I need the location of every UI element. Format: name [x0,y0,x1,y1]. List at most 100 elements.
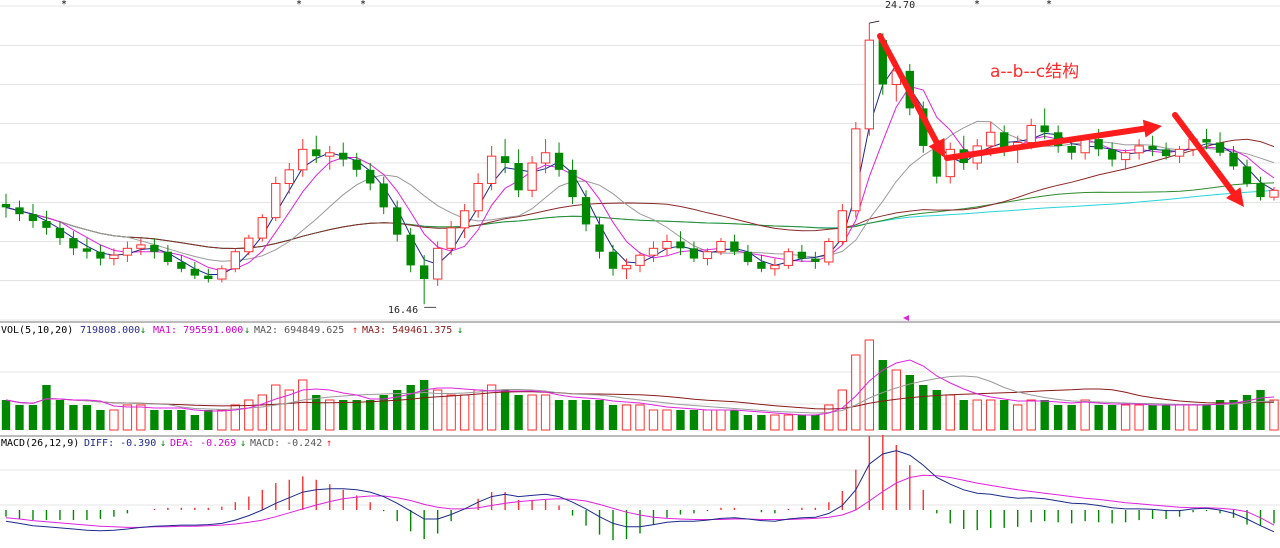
arrow-shaft [1172,112,1240,201]
volume-bar-down [608,405,618,430]
volume-bar-up [851,354,861,431]
candle-body-up [635,254,645,266]
volume-bar-down [204,410,213,430]
candlestick [15,200,24,222]
cursor-marker [903,315,909,321]
volume-bar-up [662,409,672,431]
candle-body-up [325,152,335,157]
volume-bar-up [109,409,119,431]
candle-body-up [716,241,726,253]
macd-dea-line [5,474,1275,528]
candlestick [1067,139,1076,160]
candlestick [662,234,672,256]
volume-bar-down [1242,395,1252,430]
structure-annotation: a--b--c结构 [990,62,1079,82]
volume-bar-up [136,404,146,431]
grid-lines: ↓ ↓ ↑ ↓ ↓ ↓ ↑ [0,5,1280,506]
ma-line-gray [5,120,1275,262]
candle-body-down [1229,152,1238,167]
candlestick [96,244,105,266]
volume-bar-down [811,415,820,430]
candlestick [109,248,119,266]
volume-bar-down [500,390,510,430]
trend-up-icon: ↑ [326,438,332,449]
volume-bar-up [527,394,537,431]
candle-body-down [689,248,699,259]
volume-bar-down [419,380,429,430]
volume-bar-down [554,400,564,430]
candlestick [28,203,38,228]
arrow-shaft [944,124,1154,161]
volume-bar-down [366,400,375,430]
candle-body-down [339,152,348,160]
candle-body-down [1202,139,1211,143]
candle-body-down [514,163,523,191]
volume-bar-up [432,389,443,431]
candle-body-down [608,251,618,269]
volume-bar-down [339,400,348,430]
volume-bar-up [648,409,659,431]
volume-bar-up [1188,404,1198,431]
candle-body-up [230,251,241,270]
volume-bar-down [69,405,78,430]
candlestick [312,135,321,163]
candle-body-down [55,227,65,239]
candle-body-up [702,251,713,260]
volume-bar-down [1256,390,1265,430]
candle-body-down [28,214,38,222]
macd-title: MACD(26,12,9) [1,438,79,449]
top-star-marker: * [974,0,980,10]
volume-bar-up [486,384,497,431]
volume-title: VOL(5,10,20) [1,325,73,336]
candle-body-up [824,241,834,263]
volume-bar-down [568,400,577,430]
volume-bar-up [864,339,875,431]
candle-body-down [1215,142,1225,153]
candle-body-down [82,248,92,252]
candle-body-down [878,40,887,85]
candlestick [1,193,11,218]
candlestick [676,231,685,256]
candle-body-down [419,265,429,280]
candle-body-up [284,169,294,184]
top-star-marker: * [61,0,67,10]
candlestick [1242,159,1252,187]
candle-body-down [1161,149,1171,157]
candle-body-up [486,155,497,184]
candle-body-up [122,247,133,256]
volume-bars [1,339,1279,431]
candle-body-up [527,162,537,191]
candle-body-down [932,145,941,177]
candlestick [716,238,726,256]
volume-bar-down [1202,405,1211,430]
volume-bar-up [257,394,267,431]
candlestick [824,238,834,266]
volume-bar-down [1094,405,1103,430]
candlestick [136,238,146,256]
candle-body-down [204,275,213,280]
price-markers: * * * * * [61,0,1052,321]
candlestick [730,234,739,256]
arrow-head [928,137,945,158]
candlestick [689,241,699,262]
candlestick [217,265,227,283]
candlestick [837,203,848,245]
candlestick [757,255,766,273]
volume-bar-up [621,404,632,431]
candlestick [69,231,78,256]
candle-body-down [811,258,820,262]
volume-bar-up [1026,399,1036,431]
candle-body-up [837,210,848,242]
candle-body-up [446,227,456,249]
volume-bar-up [230,404,241,431]
volume-bar-down [730,410,739,430]
candle-body-up [298,148,308,171]
arrow-head [1226,187,1244,207]
candlestick [919,101,928,153]
candle-body-up [271,182,281,219]
candle-body-up [540,152,551,164]
volume-bar-down [1107,405,1117,430]
volume-bar-up [298,379,308,431]
candlestick [783,248,794,269]
